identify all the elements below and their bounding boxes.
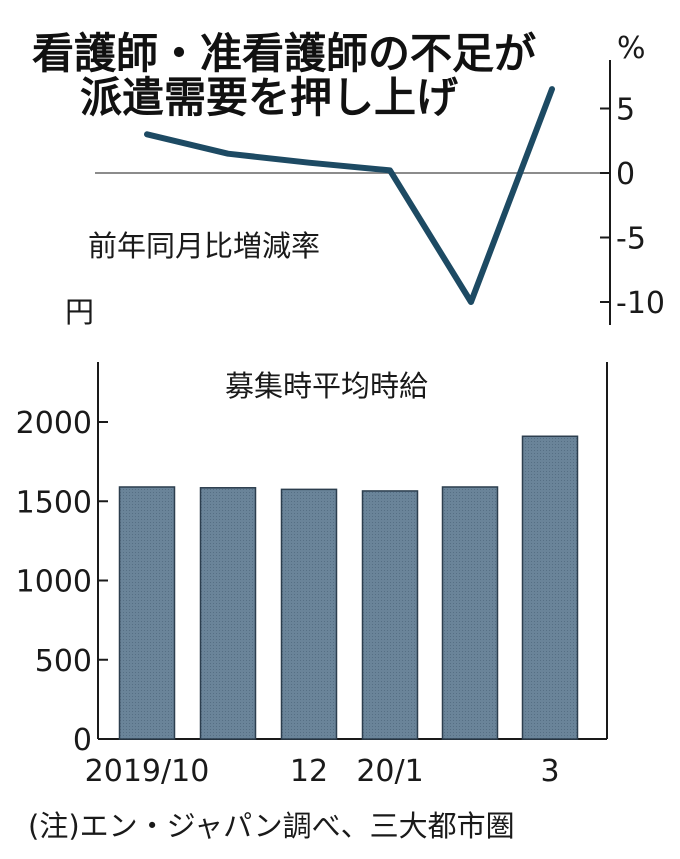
bar-chart: 円 募集時平均時給 0 500 1000 1500 2000 2019/10 12 20/1…: [16, 295, 608, 789]
bar-2020-3: [521, 435, 579, 740]
bar-2019-12: [280, 488, 338, 740]
line-y-ticks: 5 0 -5 -10: [600, 93, 665, 321]
line-chart: % 5 0 -5 -10 前年同月比増減率: [88, 31, 665, 325]
bar-series: [118, 435, 579, 740]
line-series-path: [144, 86, 555, 305]
bar-2019-11: [199, 487, 257, 740]
bar-2020-2: [441, 486, 499, 740]
bar-y-tick-label: 1000: [16, 565, 92, 600]
bar-x-tick-label: 2019/10: [85, 754, 210, 789]
line-y-unit: %: [617, 31, 646, 66]
bar-y-tick-label: 2000: [16, 406, 92, 441]
bar-2020-1: [361, 490, 419, 740]
line-y-tick-label: 0: [616, 157, 635, 192]
bar-series-label: 募集時平均時給: [225, 369, 428, 403]
bar-y-ticks: 0 500 1000 1500 2000: [16, 406, 108, 758]
bar-y-tick-label: 0: [73, 723, 92, 758]
bar-x-tick-label: 20/1: [356, 754, 423, 789]
chart-title-line2: 派遣需要を押し上げ: [80, 73, 458, 122]
bar-x-ticks: 2019/10 12 20/1 3: [85, 754, 560, 789]
bar-y-tick-label: 1500: [16, 485, 92, 520]
bar-2019-10: [118, 486, 176, 740]
bar-y-tick-label: 500: [35, 644, 92, 679]
bar-x-tick-label: 12: [290, 754, 328, 789]
line-y-tick-label: 5: [616, 93, 635, 128]
chart-title-line1: 看護師・准看護師の不足が: [32, 29, 536, 78]
line-y-tick-label: -10: [616, 286, 665, 321]
line-y-tick-label: -5: [616, 222, 646, 257]
line-series-label: 前年同月比増減率: [88, 229, 320, 263]
source-note: (注)エン・ジャパン調べ、三大都市圏: [28, 809, 515, 843]
bar-x-tick-label: 3: [540, 754, 559, 789]
bar-y-unit: 円: [65, 295, 94, 329]
